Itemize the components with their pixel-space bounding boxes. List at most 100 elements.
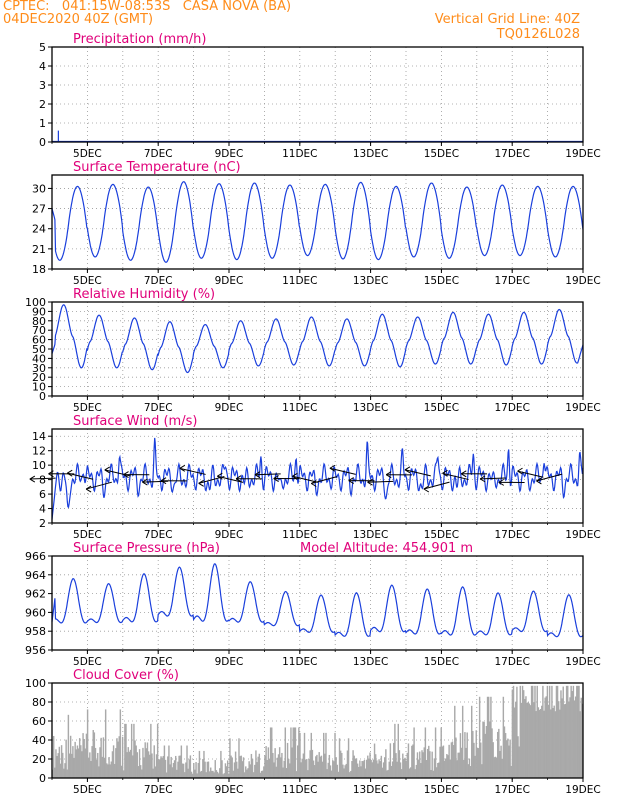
cloud-bar bbox=[502, 696, 505, 778]
cloud-bar bbox=[300, 762, 302, 778]
cloud-bar bbox=[521, 685, 524, 778]
wind-arrow-head bbox=[66, 472, 73, 477]
cloud-bar bbox=[424, 727, 427, 778]
x-tick-label: 11DEC bbox=[282, 402, 317, 414]
wind-arrow-head bbox=[235, 478, 242, 483]
x-tick-label: 15DEC bbox=[424, 529, 459, 541]
x-tick-label: 13DEC bbox=[353, 402, 388, 414]
cloud-bar bbox=[380, 755, 383, 778]
cloud-bar bbox=[543, 710, 545, 778]
x-tick-label: 5DEC bbox=[73, 784, 102, 796]
cloud-bar bbox=[71, 753, 73, 778]
cloud-bar bbox=[341, 752, 343, 778]
x-tick-label: 17DEC bbox=[494, 529, 529, 541]
cloud-bar bbox=[146, 742, 149, 778]
cloud-bar bbox=[419, 751, 421, 778]
cloud-bar bbox=[116, 738, 118, 778]
cloud-bar bbox=[325, 732, 327, 778]
x-tick-label: 7DEC bbox=[144, 402, 173, 414]
x-tick-label: 13DEC bbox=[353, 784, 388, 796]
cloud-bar bbox=[344, 765, 346, 778]
cloud-bar bbox=[423, 747, 425, 778]
cloud-bar bbox=[250, 753, 253, 778]
cloud-bar bbox=[552, 708, 554, 778]
cloud-bar bbox=[339, 750, 342, 778]
cloud-bar bbox=[546, 685, 549, 778]
cloud-bar bbox=[399, 762, 402, 778]
cloud-bar bbox=[442, 745, 445, 778]
cloud-bar bbox=[321, 761, 324, 778]
x-tick-label: 13DEC bbox=[353, 529, 388, 541]
cloud-bar bbox=[476, 747, 479, 778]
wind-arrow-head bbox=[29, 478, 36, 483]
wind-arrow-head bbox=[385, 474, 392, 479]
cloud-bar bbox=[249, 764, 251, 778]
cloud-bar bbox=[454, 705, 456, 778]
panel-frame bbox=[51, 428, 584, 524]
series-line bbox=[51, 437, 584, 520]
cloud-bar bbox=[301, 758, 303, 778]
wind-arrow-head bbox=[104, 469, 111, 474]
x-tick-label: 17DEC bbox=[494, 275, 529, 287]
y-tick-label: 962 bbox=[25, 588, 46, 601]
cloud-bar bbox=[452, 745, 455, 778]
cloud-bar bbox=[435, 767, 438, 778]
cloud-bar bbox=[483, 722, 485, 778]
wind-arrow-head bbox=[254, 471, 261, 476]
cloud-bar bbox=[104, 709, 107, 778]
cloud-bar bbox=[512, 685, 515, 778]
cloud-bar bbox=[412, 744, 414, 778]
cloud-bar bbox=[176, 769, 178, 778]
cloud-bar bbox=[381, 767, 384, 778]
cloud-bar bbox=[255, 750, 257, 778]
cloud-bar bbox=[409, 767, 412, 778]
cloud-bar bbox=[123, 770, 125, 778]
cloud-bar bbox=[113, 763, 116, 778]
x-tick-label: 9DEC bbox=[215, 402, 244, 414]
cloud-bar bbox=[524, 699, 526, 778]
cloud-bar bbox=[219, 768, 221, 778]
wind-arrow-head bbox=[404, 469, 411, 474]
y-tick-label: 2 bbox=[39, 517, 46, 530]
cloud-bar bbox=[332, 760, 334, 778]
cloud-bar bbox=[285, 768, 288, 778]
cloud-bar bbox=[311, 749, 314, 778]
cloud-bar bbox=[406, 752, 409, 778]
cloud-bar bbox=[228, 773, 230, 778]
cloud-bar bbox=[490, 696, 492, 778]
cloud-bar bbox=[221, 760, 223, 778]
cloud-bar bbox=[80, 745, 82, 778]
cloud-bar bbox=[373, 743, 376, 778]
cloud-bar bbox=[91, 746, 93, 778]
x-tick-label: 11DEC bbox=[282, 784, 317, 796]
cloud-bar bbox=[358, 766, 360, 778]
cloud-bar bbox=[355, 758, 358, 778]
cloud-bar bbox=[84, 748, 87, 778]
cloud-bar bbox=[72, 746, 74, 778]
cloud-bar bbox=[494, 756, 497, 778]
cloud-bar bbox=[60, 745, 63, 778]
cloud-bar bbox=[151, 753, 153, 778]
cloud-bar bbox=[365, 759, 368, 778]
cloud-bar bbox=[239, 756, 241, 778]
cloud-bar bbox=[469, 766, 472, 778]
cloud-bar bbox=[472, 730, 474, 778]
cloud-bar bbox=[579, 711, 581, 778]
cloud-bar bbox=[561, 698, 563, 778]
cloud-bar bbox=[260, 770, 263, 778]
cloud-bar bbox=[252, 772, 255, 778]
cloud-bar bbox=[135, 745, 137, 778]
cloud-bar bbox=[363, 760, 366, 778]
cloud-bar bbox=[232, 770, 235, 778]
cloud-bar bbox=[370, 759, 372, 778]
cloud-bar bbox=[348, 772, 351, 778]
cloud-bar bbox=[211, 770, 213, 778]
cloud-bar bbox=[190, 771, 193, 778]
cloud-bar bbox=[66, 769, 68, 778]
cloud-bar bbox=[259, 772, 262, 778]
x-tick-label: 9DEC bbox=[215, 784, 244, 796]
wind-arrow-head bbox=[348, 477, 354, 482]
cloud-bar bbox=[225, 766, 228, 778]
cloud-bar bbox=[449, 759, 451, 778]
y-tick-label: 5 bbox=[39, 41, 46, 54]
